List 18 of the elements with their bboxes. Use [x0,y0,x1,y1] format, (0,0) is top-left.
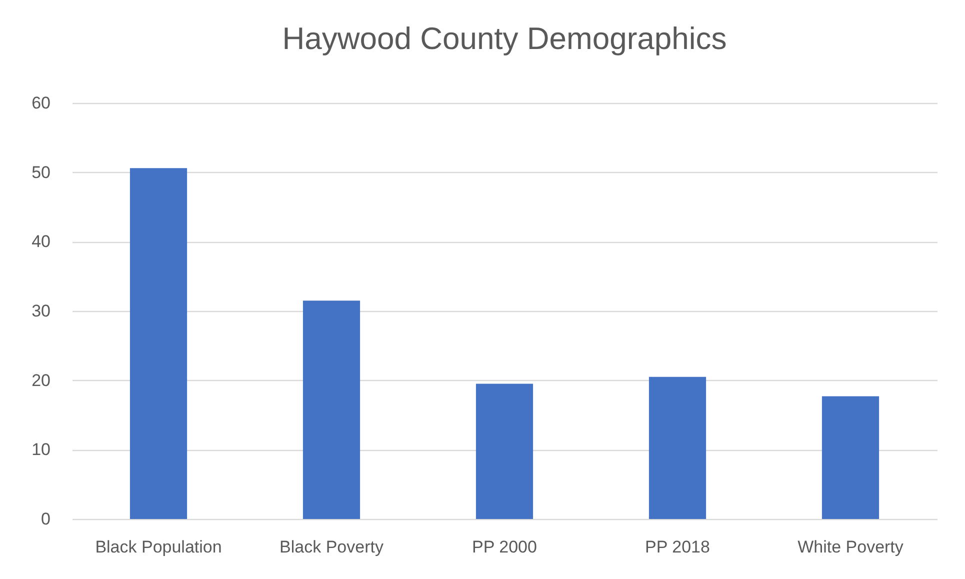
bar [822,396,880,519]
y-tick-label: 60 [32,94,50,112]
x-tick-label: PP 2018 [645,538,710,556]
bar [476,384,534,519]
chart-title: Haywood County Demographics [282,21,727,56]
y-tick-label: 10 [32,440,50,460]
bar [302,300,360,519]
y-tick-label: 20 [32,370,50,390]
y-tick-label: 40 [32,232,50,252]
x-tick-label: Black Poverty [280,538,384,556]
x-tick-label: Black Population [95,538,222,556]
x-tick-label: White Poverty [798,538,904,556]
bar [130,168,188,519]
bar [648,376,706,519]
x-tick-label: PP 2000 [472,538,537,556]
y-tick-label: 0 [41,510,50,528]
y-tick-label: 50 [32,162,50,182]
y-tick-label: 30 [32,302,50,320]
